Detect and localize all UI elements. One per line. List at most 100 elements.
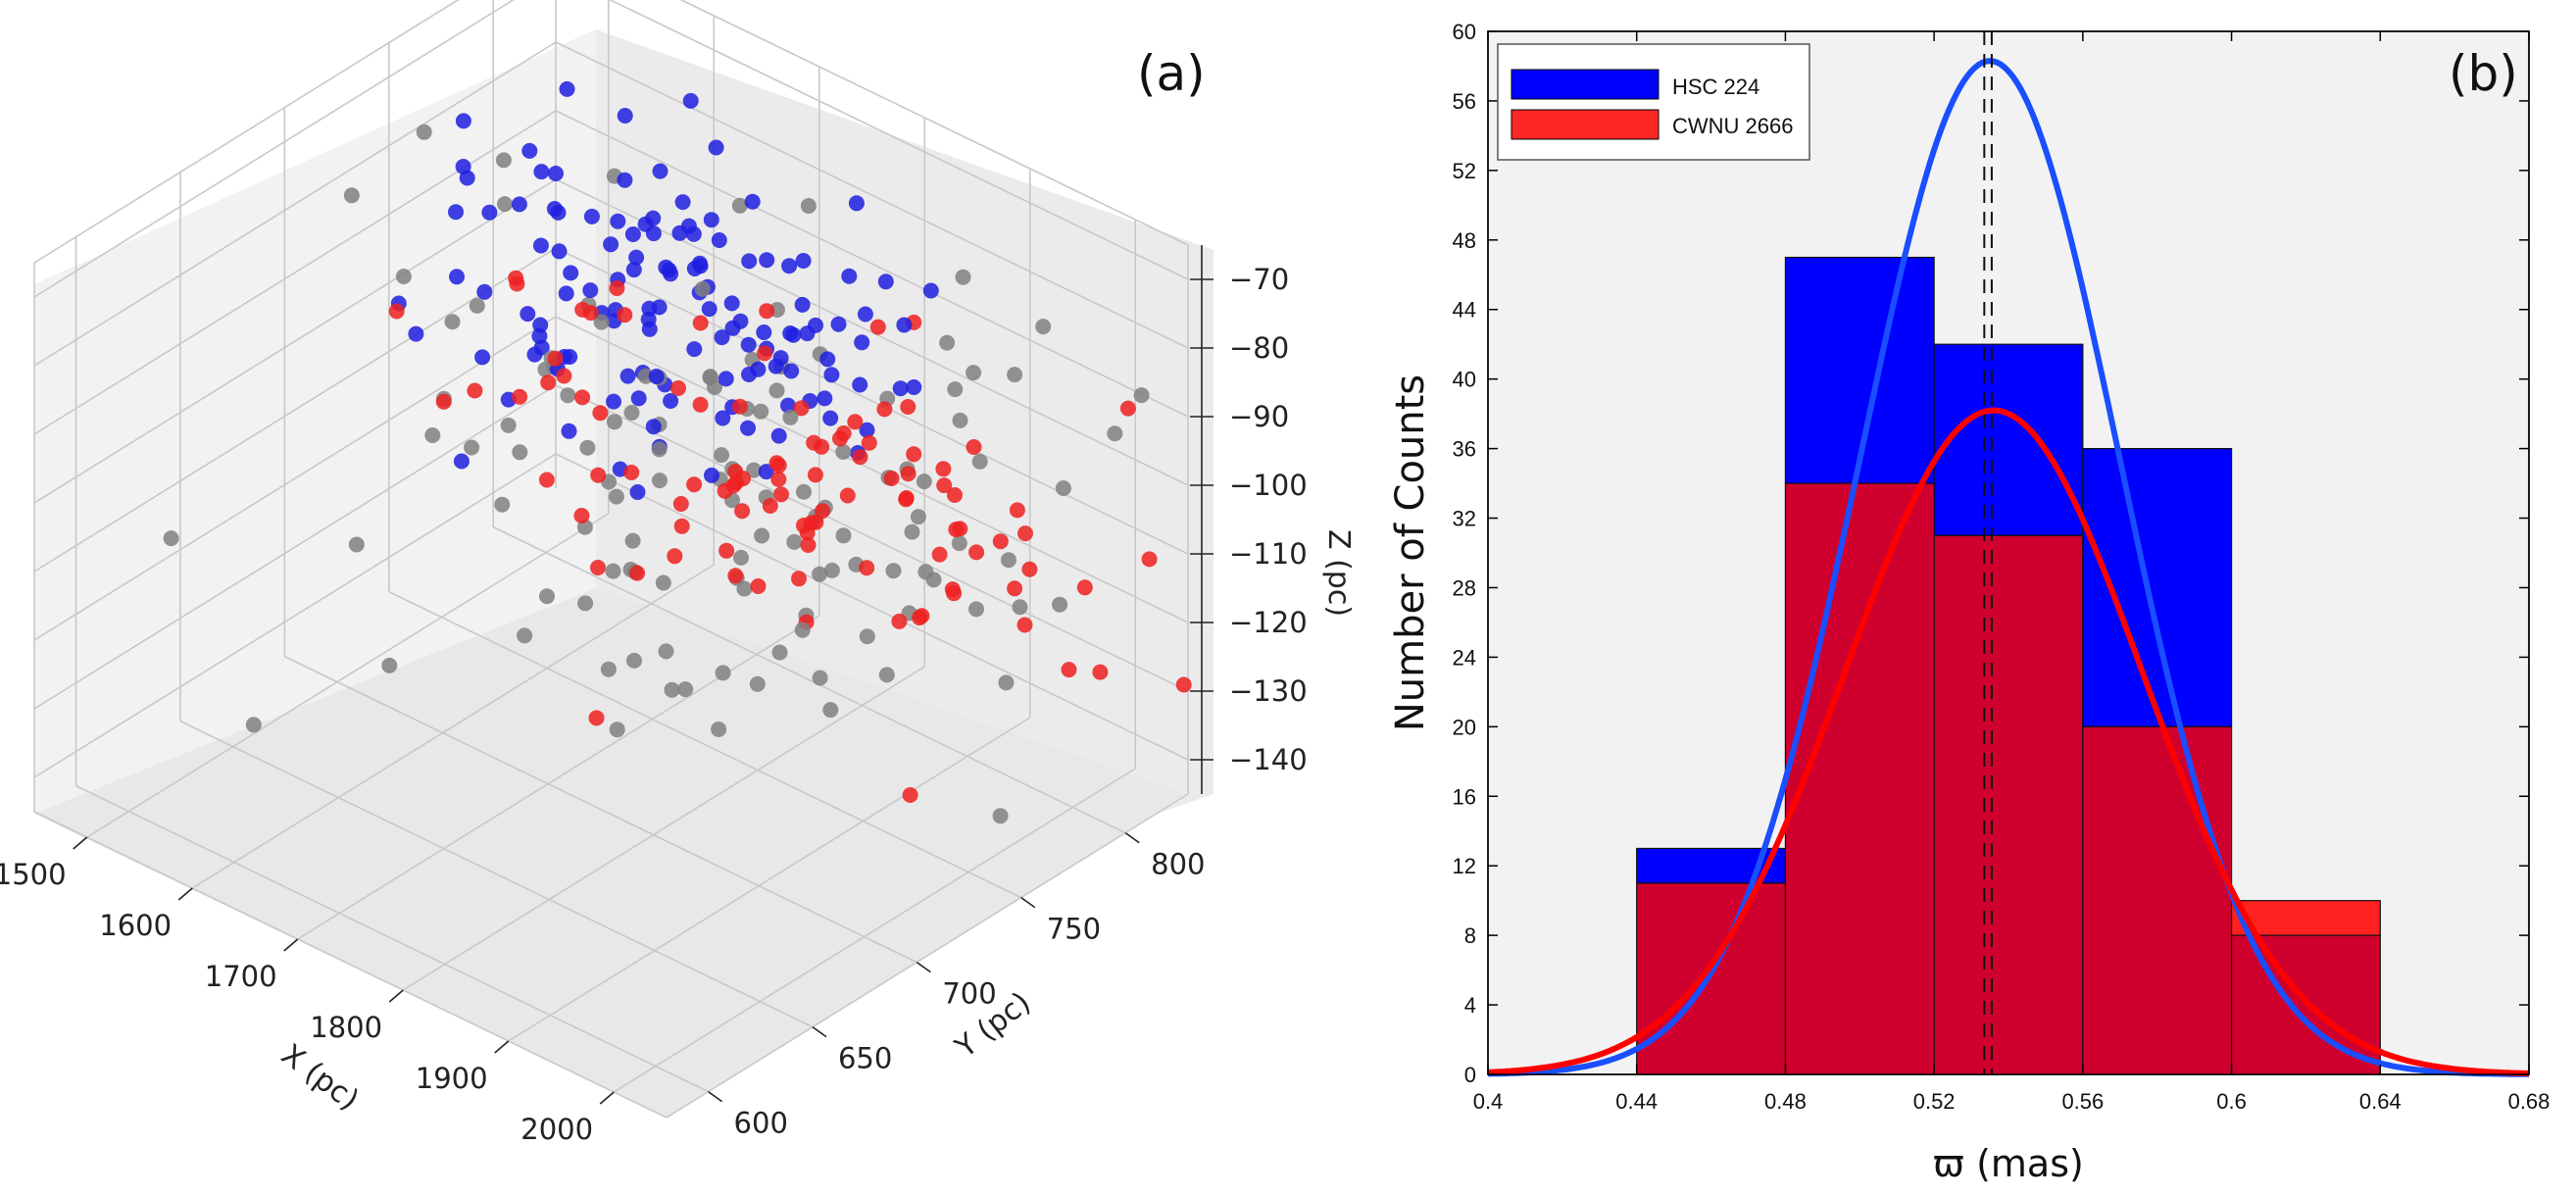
- x-tick-label: 0.4: [1473, 1089, 1504, 1114]
- scatter-point: [459, 170, 475, 186]
- scatter-point: [558, 285, 574, 302]
- scatter-point: [692, 315, 709, 331]
- scatter-point: [686, 476, 703, 493]
- scatter-point: [885, 563, 902, 579]
- scatter-point: [448, 204, 464, 221]
- x-tick-label: 0.68: [2508, 1089, 2551, 1114]
- scatter-point: [794, 296, 811, 313]
- scatter-point: [625, 262, 642, 278]
- scatter-point: [481, 204, 498, 221]
- scatter-point: [617, 108, 633, 124]
- scatter-point: [902, 787, 918, 803]
- scatter-point: [630, 390, 647, 407]
- scatter-point: [617, 307, 633, 324]
- scatter-point: [667, 548, 683, 565]
- panel-a-3d-scatter: −70 −80 −90 −100 −110 −120 −130 −140 1500 1600 17…: [0, 0, 1356, 1146]
- gaussian-fit-hsc224: [1487, 58, 2529, 1077]
- scatter-point: [628, 249, 645, 266]
- scatter-point: [857, 306, 873, 323]
- z-tick-label: −110: [1229, 537, 1308, 571]
- scatter-point: [610, 213, 626, 229]
- grid-line: [508, 717, 1031, 1042]
- scatter-point: [1035, 319, 1052, 335]
- scatter-point: [608, 488, 624, 505]
- histogram-bars: [1636, 256, 2381, 1075]
- scatter-point: [852, 449, 868, 466]
- scatter-point: [711, 722, 727, 737]
- scatter-point: [877, 274, 894, 290]
- scatter-point: [948, 522, 965, 538]
- scatter-point: [898, 490, 915, 506]
- scatter-point: [694, 280, 711, 297]
- y-tick-label: 750: [1047, 913, 1101, 946]
- scatter-point: [464, 439, 480, 456]
- grid-line: [555, 110, 1189, 418]
- scatter-point: [623, 405, 640, 421]
- scatter-point: [704, 467, 719, 483]
- scatter-point: [532, 317, 549, 333]
- scatter-point: [786, 533, 803, 550]
- scatter-point: [703, 212, 719, 228]
- scatter-point: [626, 652, 642, 669]
- scatter-point: [685, 225, 702, 242]
- scatter-point: [1009, 502, 1025, 519]
- scatter-point: [686, 341, 703, 358]
- y-tick-label: 44: [1453, 298, 1476, 323]
- scatter-point: [740, 336, 757, 353]
- scatter-point: [645, 419, 662, 435]
- scatter-point: [799, 325, 816, 342]
- scatter-point: [800, 537, 817, 553]
- scatter-point: [878, 667, 895, 683]
- scatter-point: [1007, 580, 1023, 597]
- grid-line: [33, 811, 668, 1119]
- bar-overlap: [2082, 725, 2233, 1075]
- gaussian-fits: [1487, 58, 2530, 1077]
- scatter-point: [449, 269, 465, 285]
- scatter-point: [947, 487, 963, 503]
- scatter-point: [883, 471, 900, 486]
- scatter-point: [677, 681, 694, 698]
- scatter-point: [560, 387, 576, 404]
- y-tick-label: 56: [1453, 89, 1476, 114]
- scatter-point: [670, 380, 686, 396]
- scatter-point: [939, 334, 956, 351]
- scatter-point: [476, 283, 493, 300]
- scatter-point: [532, 237, 549, 254]
- scatter-point: [1119, 400, 1136, 417]
- scatter-point: [952, 412, 968, 428]
- scatter-point: [606, 414, 622, 430]
- scatter-point: [509, 275, 525, 292]
- scatter-point: [624, 226, 641, 242]
- scatter-point: [588, 710, 605, 726]
- x-axis-ticks: 0.4 0.44 0.48 0.52 0.56 0.6 0.64 0.68: [1473, 31, 2551, 1114]
- scatter-point: [512, 444, 528, 461]
- grid-line: [33, 178, 557, 504]
- grid-line: [402, 666, 925, 991]
- scatter-point: [540, 374, 557, 391]
- y-tick: [916, 961, 931, 973]
- scatter-point: [343, 187, 360, 204]
- scatter-point: [641, 300, 658, 317]
- scatter-point: [609, 722, 625, 738]
- scatter-point: [768, 455, 785, 472]
- y-tick-label: 24: [1453, 645, 1476, 670]
- legend-label-cwnu2666: CWNU 2666: [1672, 114, 1793, 138]
- z-axis-label: Z (pc): [1321, 529, 1356, 617]
- legend: HSC 224 CWNU 2666: [1497, 43, 1810, 161]
- scatter-point: [533, 164, 550, 180]
- scatter-point: [922, 282, 939, 299]
- scatter-point: [854, 334, 870, 351]
- grid-line: [86, 513, 610, 838]
- x-tick-label: 1900: [416, 1062, 488, 1095]
- scatter-point: [770, 471, 787, 487]
- scatter-point: [906, 446, 922, 463]
- scatter-point: [517, 627, 533, 644]
- scatter-point: [511, 196, 527, 213]
- scatter-point: [823, 367, 840, 383]
- scatter-point: [803, 515, 819, 531]
- scatter-point: [935, 461, 952, 477]
- scatter-point: [645, 225, 662, 242]
- scatter-point: [593, 314, 610, 330]
- grid-line: [555, 178, 1189, 486]
- grid-line: [75, 784, 709, 1093]
